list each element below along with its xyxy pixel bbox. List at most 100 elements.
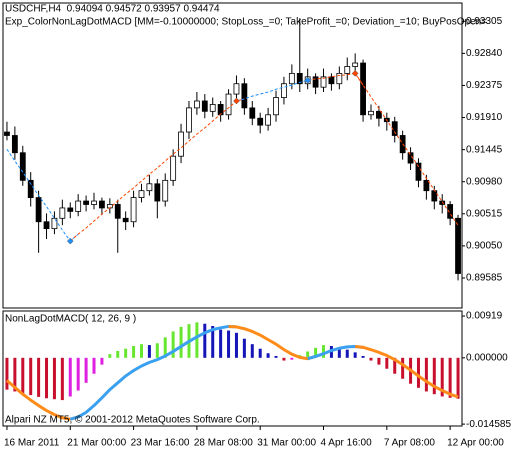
candle-body <box>19 152 26 181</box>
candle-body <box>312 76 319 88</box>
nonlag-line <box>236 78 316 102</box>
histogram-bar <box>13 357 17 392</box>
chart-title: USDCHF,H4 0.94094 0.94572 0.93957 0.9447… <box>5 4 220 15</box>
y-tick-label: 0.92375 <box>466 80 503 91</box>
candle-body <box>122 217 129 223</box>
candle-body <box>146 183 153 192</box>
copyright: Alpari NZ MT5, © 2001-2012 MetaQuotes So… <box>5 415 260 426</box>
histogram-bar <box>266 353 270 358</box>
histogram-bar <box>211 326 215 358</box>
histogram-bar <box>163 337 167 358</box>
histogram-bar <box>100 357 104 365</box>
histogram-bar <box>337 347 341 358</box>
candle-body <box>249 107 256 119</box>
candle-body <box>75 200 82 212</box>
histogram-bar <box>258 348 262 358</box>
candle-body <box>4 131 10 136</box>
candle-body <box>296 72 303 85</box>
candle-body <box>281 83 287 98</box>
histogram-bar <box>401 357 405 379</box>
histogram-bar <box>195 322 199 358</box>
histogram-bar <box>274 356 278 358</box>
histogram-bar <box>147 345 151 358</box>
histogram-bar <box>171 331 175 358</box>
histogram-bar <box>124 348 128 358</box>
candle-body <box>59 207 66 219</box>
histogram-bar <box>282 357 286 361</box>
x-tick-label: 7 Apr 08:00 <box>384 438 436 449</box>
x-tick-label: 4 Apr 16:00 <box>321 438 373 449</box>
main-frame <box>2 2 463 309</box>
candle-body <box>344 66 351 74</box>
signal-line <box>354 344 459 399</box>
histogram-bar <box>448 357 452 398</box>
candle-body <box>455 217 461 274</box>
histogram-bar <box>314 347 318 358</box>
candle-body <box>83 200 89 205</box>
y-tick-label: 0.89585 <box>466 273 503 284</box>
histogram-bar <box>345 349 349 358</box>
x-tick-label: 28 Mar 08:00 <box>194 438 253 449</box>
histogram-bar <box>440 357 444 397</box>
histogram-bar <box>155 343 159 358</box>
histogram-bar <box>306 351 310 358</box>
candle-body <box>193 100 200 109</box>
y-tick-label: 0.00919 <box>466 311 503 322</box>
candle-body <box>447 204 454 219</box>
candle-body <box>257 117 264 126</box>
indicator-frame <box>2 310 463 427</box>
histogram-bar <box>203 323 207 358</box>
y-tick-label: -0.014585 <box>466 419 511 430</box>
candle-body <box>241 83 248 109</box>
histogram-bar <box>52 357 56 400</box>
candle-body <box>217 104 224 116</box>
candle-body <box>67 207 74 212</box>
candle-body <box>51 217 58 230</box>
candle-body <box>114 204 121 219</box>
candle-body <box>439 200 446 205</box>
histogram-bar <box>250 344 254 358</box>
signal-line <box>307 344 364 361</box>
histogram-bar <box>139 344 143 358</box>
histogram-bar <box>227 330 231 358</box>
histogram-bar <box>179 326 183 358</box>
candle-body <box>288 72 295 85</box>
y-tick-label: 0.92840 <box>466 48 503 59</box>
y-tick-label: 0.93305 <box>466 16 503 27</box>
histogram-bar <box>84 357 88 383</box>
signal-marker <box>233 97 240 105</box>
y-tick-label: 0.90515 <box>466 208 503 219</box>
histogram-bar <box>68 357 72 397</box>
candle-body <box>138 190 145 198</box>
candle-body <box>170 155 177 181</box>
histogram-bar <box>132 346 136 358</box>
histogram-bar <box>21 357 25 394</box>
candle-body <box>178 131 184 157</box>
histogram-bar <box>432 357 436 395</box>
histogram-bar <box>385 357 389 369</box>
candle-body <box>186 107 192 133</box>
candle-body <box>233 83 240 95</box>
candle-body <box>265 114 272 126</box>
x-tick-label: 31 Mar 00:00 <box>257 438 316 449</box>
y-tick-label: 0.90050 <box>466 241 503 252</box>
histogram-bar <box>37 357 41 397</box>
nonlag-line <box>354 73 459 226</box>
histogram-bar <box>322 345 326 358</box>
histogram-bar <box>242 338 246 358</box>
candle-body <box>11 135 18 154</box>
histogram-bar <box>290 357 294 360</box>
candle-body <box>35 197 42 223</box>
y-tick-label: 0.000000 <box>466 352 508 363</box>
candle-body <box>352 62 359 67</box>
plot-layer: 0.93305 0.92840 0.92375 0.91910 0.91445 0.909… <box>4 16 512 449</box>
signal-marker <box>66 237 74 245</box>
histogram-bar <box>369 357 373 361</box>
histogram-bar <box>361 356 365 358</box>
candle-body <box>273 97 279 116</box>
histogram-bar <box>5 357 9 390</box>
candle-body <box>154 183 161 202</box>
y-tick-label: 0.91910 <box>466 112 503 123</box>
candle-body <box>368 110 374 116</box>
